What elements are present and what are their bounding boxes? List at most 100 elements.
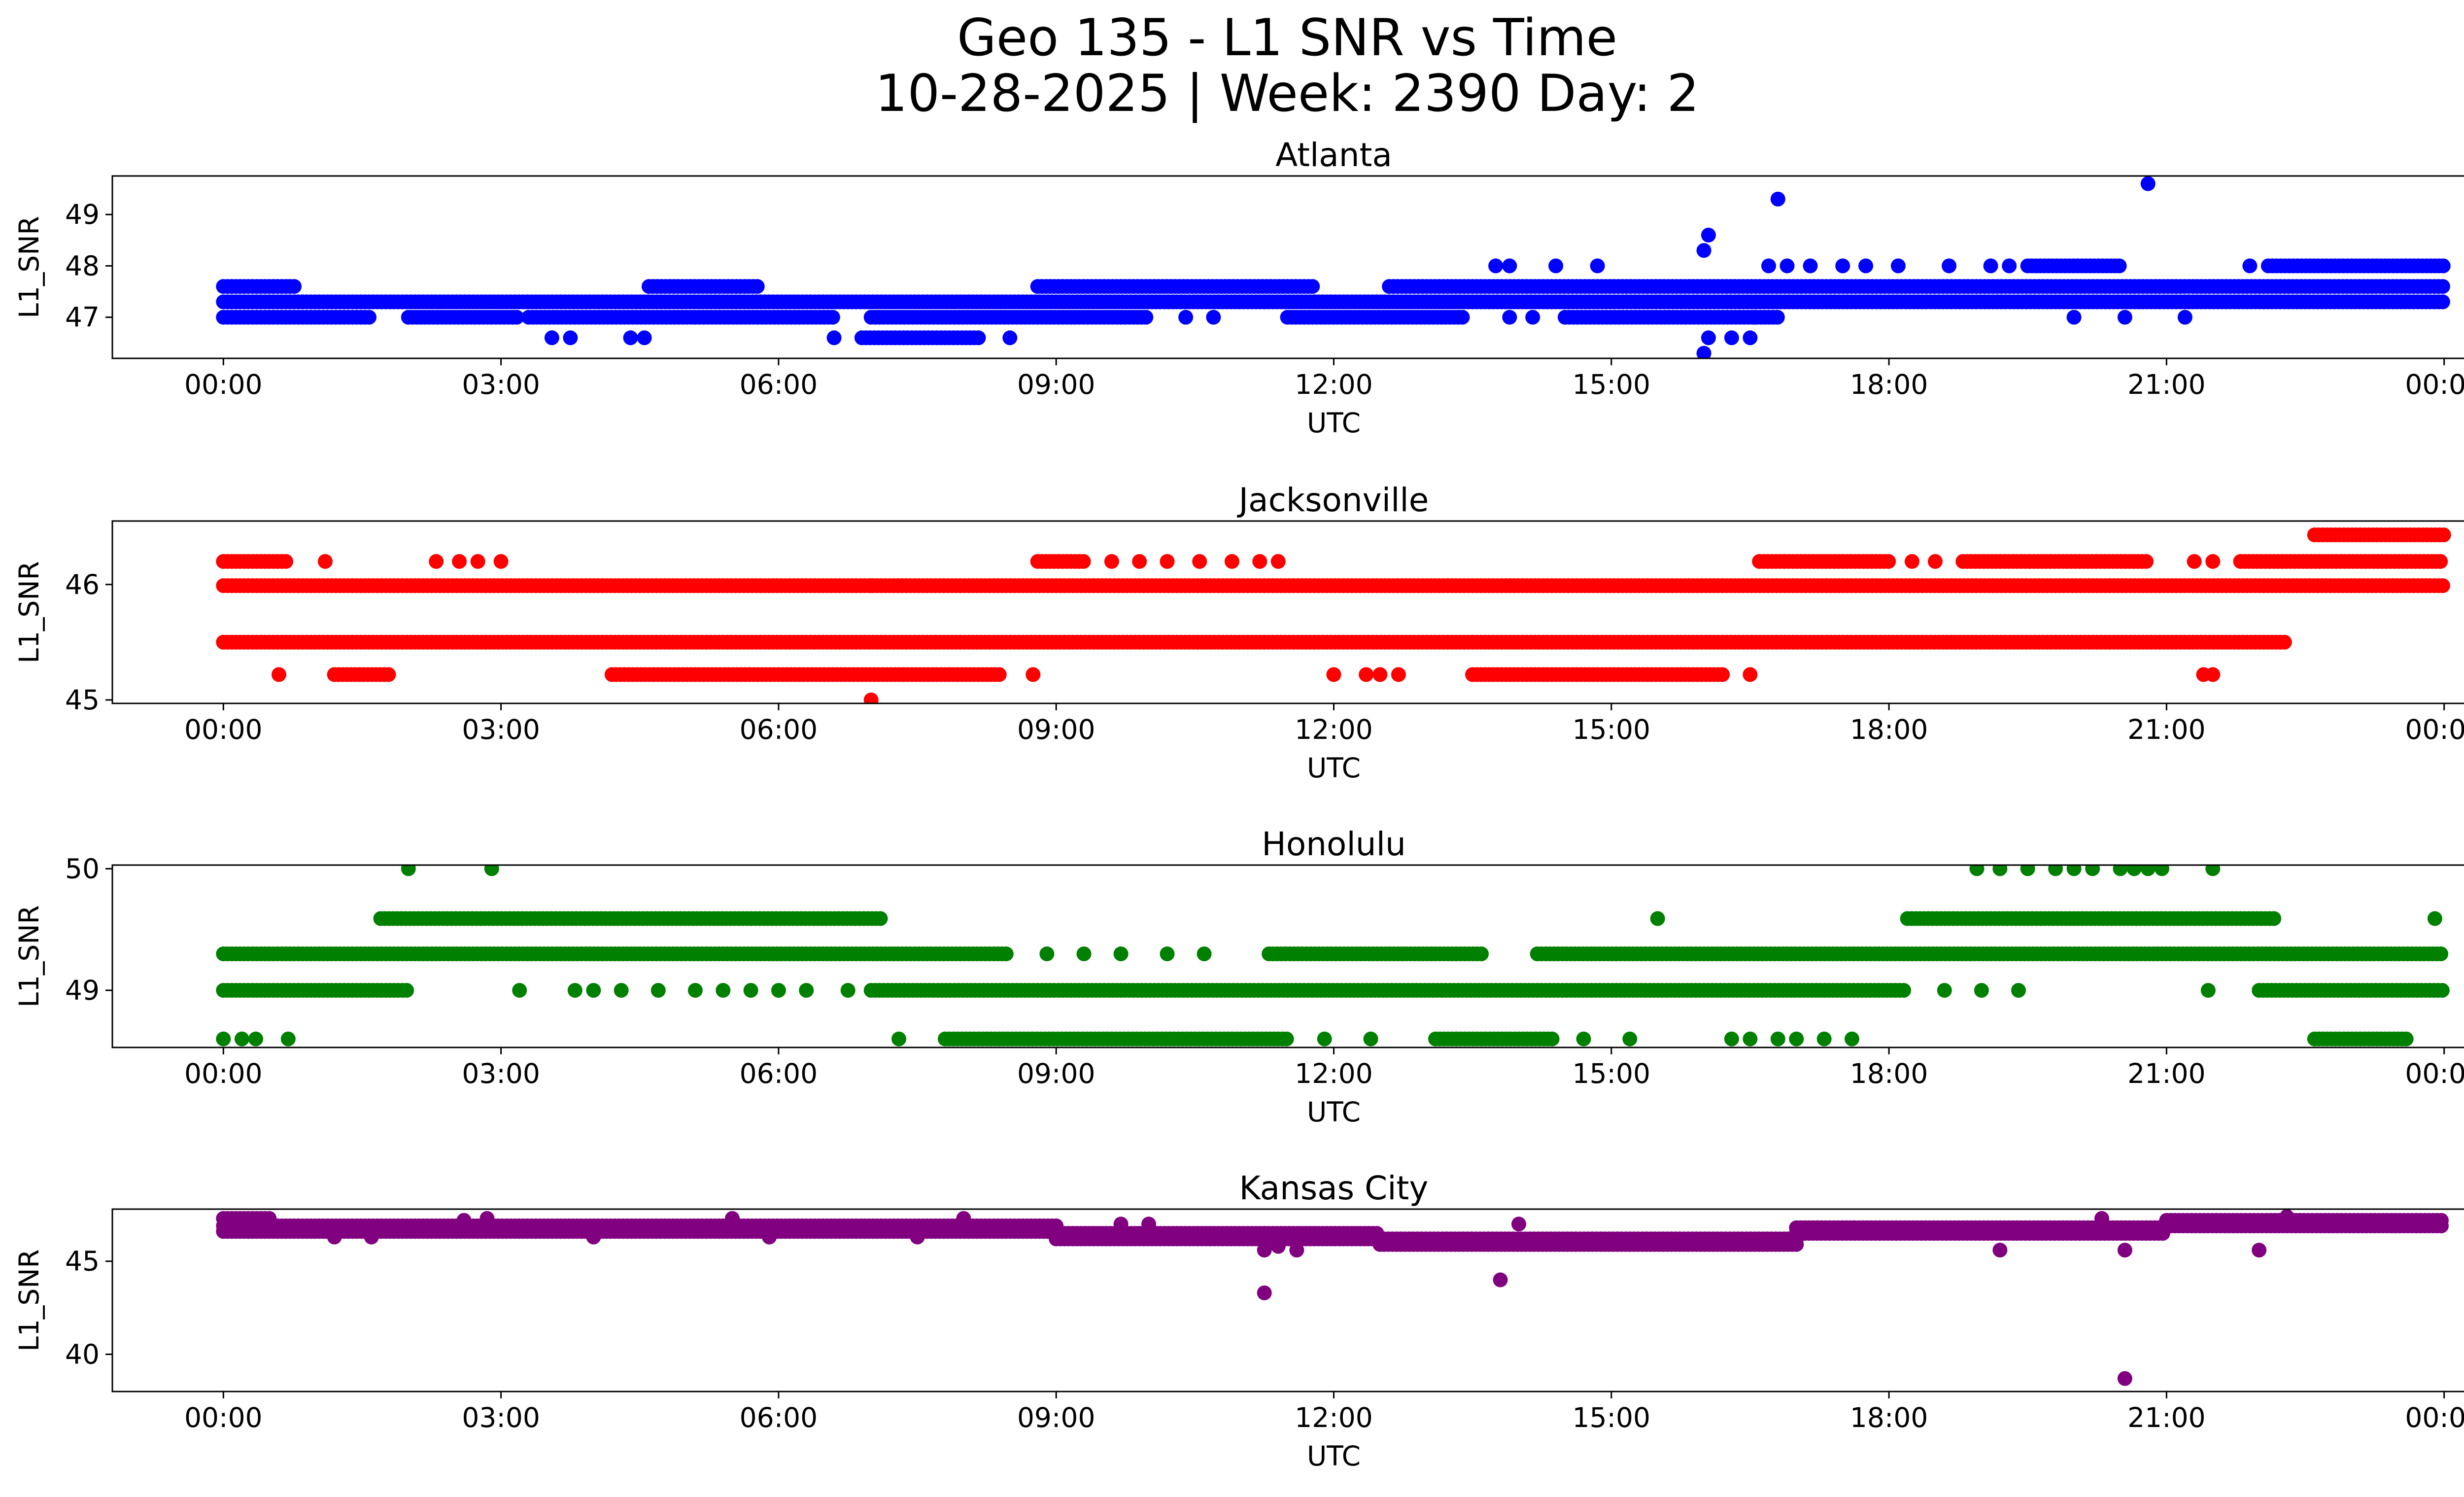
- data-point: [864, 693, 879, 707]
- data-point: [1576, 1032, 1591, 1046]
- data-point: [1896, 983, 1911, 998]
- data-point: [2428, 911, 2442, 926]
- data-point: [1905, 554, 1919, 569]
- scatter-series: [216, 861, 2450, 1046]
- data-point: [1743, 1032, 1757, 1046]
- data-point: [2011, 983, 2026, 998]
- y-axis-label: L1_SNR: [13, 216, 45, 318]
- data-point: [2113, 861, 2128, 876]
- data-point: [1817, 1032, 1832, 1046]
- x-tick-label: 09:00: [1017, 1058, 1095, 1089]
- data-point: [1715, 667, 1730, 682]
- x-tick-label: 06:00: [740, 714, 818, 745]
- data-point: [1305, 279, 1320, 294]
- figure-title-line1: Geo 135 - L1 SNR vs Time: [957, 8, 1617, 68]
- data-point: [1178, 310, 1193, 325]
- data-point: [1724, 1032, 1739, 1046]
- data-point: [2242, 258, 2257, 273]
- data-point: [1789, 1032, 1804, 1046]
- data-point: [471, 554, 485, 569]
- y-tick-label: 47: [65, 302, 100, 333]
- x-tick-label: 00:00: [184, 1058, 263, 1089]
- data-point: [1974, 983, 1989, 998]
- y-tick-label: 45: [65, 684, 100, 716]
- data-point: [1206, 310, 1221, 325]
- x-tick-label: 21:00: [2127, 1058, 2206, 1089]
- data-point: [235, 1032, 249, 1046]
- data-point: [2067, 310, 2082, 325]
- x-tick-label: 18:00: [1850, 1058, 1928, 1089]
- data-point: [1771, 1032, 1785, 1046]
- x-tick-label: 03:00: [462, 714, 540, 745]
- x-axis-label: UTC: [1307, 752, 1361, 784]
- data-point: [1701, 330, 1716, 345]
- data-point: [2139, 554, 2154, 569]
- data-point: [2141, 861, 2156, 876]
- data-point: [2085, 861, 2100, 876]
- data-point: [1992, 861, 2007, 876]
- data-point: [484, 861, 499, 876]
- data-point: [999, 946, 1014, 961]
- scatter-series: [216, 176, 2451, 361]
- data-point: [586, 983, 601, 998]
- data-point: [1455, 310, 1470, 325]
- data-point: [1488, 258, 1503, 273]
- data-point: [2205, 861, 2220, 876]
- data-point: [651, 983, 666, 998]
- data-point: [2266, 911, 2281, 926]
- x-tick-label: 18:00: [1850, 369, 1928, 400]
- data-point: [1780, 258, 1795, 273]
- data-point: [2435, 279, 2450, 294]
- data-point: [568, 983, 582, 998]
- data-point: [1197, 946, 1212, 961]
- data-point: [2067, 861, 2082, 876]
- data-point: [2002, 258, 2017, 273]
- data-point: [1359, 667, 1373, 682]
- data-point: [362, 310, 376, 325]
- x-tick-label: 03:00: [462, 1058, 540, 1089]
- data-point: [2205, 667, 2220, 682]
- data-point: [841, 983, 856, 998]
- data-point: [1743, 667, 1757, 682]
- data-point: [278, 554, 293, 569]
- data-point: [1545, 1032, 1560, 1046]
- data-point: [1317, 1032, 1332, 1046]
- data-point: [1160, 946, 1175, 961]
- data-point: [827, 330, 842, 345]
- data-point: [2277, 635, 2292, 650]
- data-point: [1590, 258, 1605, 273]
- data-point: [318, 554, 333, 569]
- x-tick-label: 00:00: [184, 369, 263, 400]
- data-point: [1743, 330, 1757, 345]
- data-point: [1548, 258, 1563, 273]
- data-point: [2178, 310, 2192, 325]
- subplot-title: Atlanta: [1275, 136, 1392, 174]
- data-point: [2187, 554, 2202, 569]
- data-point: [1502, 310, 1517, 325]
- data-point: [1970, 861, 1985, 876]
- data-point: [688, 983, 703, 998]
- data-point: [1845, 1032, 1859, 1046]
- data-point: [744, 983, 758, 998]
- data-point: [2433, 554, 2448, 569]
- data-point: [1271, 554, 1286, 569]
- data-point: [1077, 946, 1092, 961]
- data-point: [1942, 258, 1956, 273]
- data-point: [799, 983, 814, 998]
- x-tick-label: 21:00: [2127, 369, 2206, 400]
- data-point: [1026, 667, 1040, 682]
- y-tick-label: 48: [65, 250, 100, 281]
- data-point: [272, 667, 286, 682]
- x-tick-label: 00:00: [2405, 1058, 2464, 1089]
- data-point: [992, 667, 1007, 682]
- data-point: [1372, 667, 1387, 682]
- data-point: [381, 667, 396, 682]
- data-point: [864, 578, 879, 593]
- data-point: [2118, 310, 2132, 325]
- x-tick-label: 06:00: [740, 1058, 818, 1089]
